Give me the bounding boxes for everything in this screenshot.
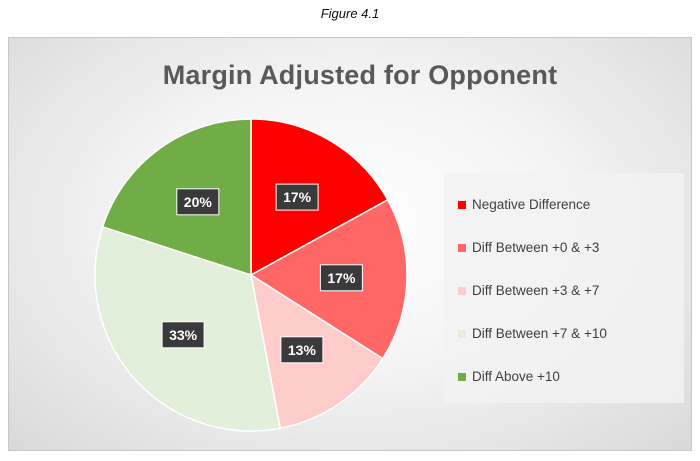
data-label-text: 17% [327,270,356,286]
legend-item-diff-above-10: Diff Above +10 [444,355,684,398]
legend-swatch [458,200,466,209]
data-label-text: 13% [288,342,317,358]
chart-area: Margin Adjusted for Opponent 17% 17% 13% 33… [8,37,692,451]
chart-title: Margin Adjusted for Opponent [162,60,558,90]
data-label: 17% [275,183,319,211]
legend-item-diff-7-10: Diff Between +7 & +10 [444,312,684,355]
pie-slice [250,118,389,277]
data-label: 33% [161,321,205,349]
data-label-text: 17% [283,189,312,205]
pie-chart: 17% 17% 13% 33% 20% [94,118,408,432]
legend-item-diff-3-7: Diff Between +3 & +7 [444,269,684,312]
data-label: 17% [319,264,363,292]
legend-swatch [458,329,466,338]
legend-label: Diff Between +0 & +3 [472,240,600,255]
legend-label: Diff Above +10 [472,369,560,384]
legend-label: Diff Between +3 & +7 [472,283,600,298]
data-label: 13% [280,336,324,364]
legend-item-negative-difference: Negative Difference [444,183,684,226]
legend-swatch [458,243,466,252]
data-label-text: 20% [184,194,213,210]
figure-caption: Figure 4.1 [320,6,380,21]
legend-swatch [458,372,466,381]
legend-label: Diff Between +7 & +10 [472,326,607,341]
legend-label: Negative Difference [472,197,591,212]
data-label-text: 33% [169,327,198,343]
legend-item-diff-0-3: Diff Between +0 & +3 [444,226,684,269]
data-label: 20% [176,188,220,216]
legend-swatch [458,286,466,295]
legend: Negative Difference Diff Between +0 & +3… [444,173,684,403]
